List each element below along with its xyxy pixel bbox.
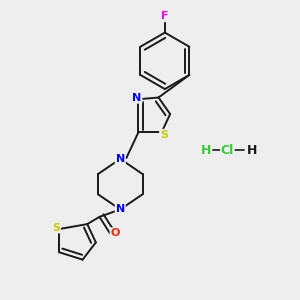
Text: N: N [132,93,142,103]
Text: Cl: Cl [221,143,234,157]
Text: S: S [160,130,168,140]
Text: H: H [248,143,258,157]
Text: F: F [161,11,169,21]
Text: O: O [110,228,120,238]
Text: H: H [201,143,212,157]
Text: N: N [116,154,125,164]
Text: S: S [52,223,60,232]
Text: N: N [116,204,125,214]
